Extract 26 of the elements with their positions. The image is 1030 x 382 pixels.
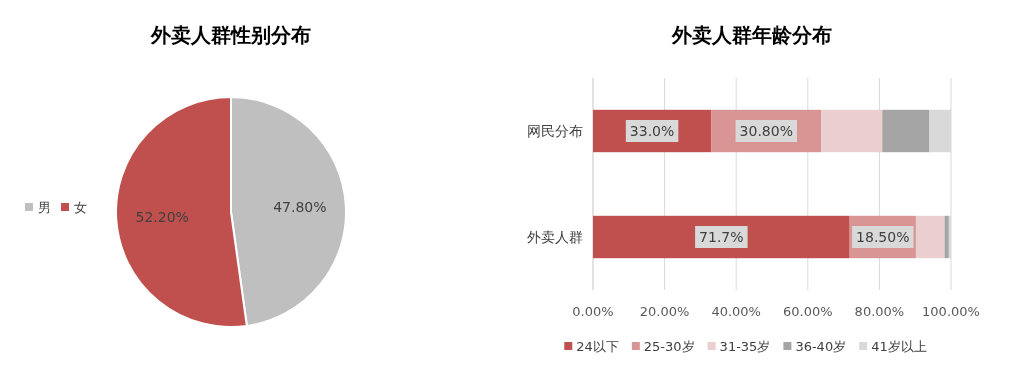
bar <box>944 215 949 259</box>
x-tick-label: 80.00% <box>854 304 905 319</box>
data-label: 33.0% <box>629 123 675 139</box>
bar <box>821 109 883 153</box>
x-tick-label: 60.00% <box>783 304 833 319</box>
x-tick-label: 0.00% <box>572 304 614 319</box>
legend-label: 41岁以上 <box>871 339 927 354</box>
data-label: 52.20% <box>135 208 189 225</box>
legend-label: 24以下 <box>576 339 619 354</box>
legend-label: 31-35岁 <box>719 339 771 354</box>
y-tick-label: 外卖人群 <box>527 229 583 245</box>
y-tick-label: 网民分布 <box>527 123 583 139</box>
data-label: 71.7% <box>699 229 744 245</box>
x-tick-label: 40.00% <box>711 304 761 319</box>
chart-title: 外卖人群性别分布 <box>150 23 311 47</box>
bar <box>882 109 930 153</box>
legend-label: 25-30岁 <box>643 339 695 354</box>
legend-label: 男 <box>38 200 51 215</box>
data-label: 30.80% <box>739 123 793 139</box>
x-tick-label: 20.00% <box>639 304 690 319</box>
data-label: 47.80% <box>273 199 327 216</box>
legend-label: 36-40岁 <box>795 339 847 354</box>
chart-title: 外卖人群年龄分布 <box>671 23 832 47</box>
legend-label: 女 <box>74 200 87 215</box>
x-tick-label: 100.00% <box>922 304 980 319</box>
data-label: 18.50% <box>856 229 910 245</box>
